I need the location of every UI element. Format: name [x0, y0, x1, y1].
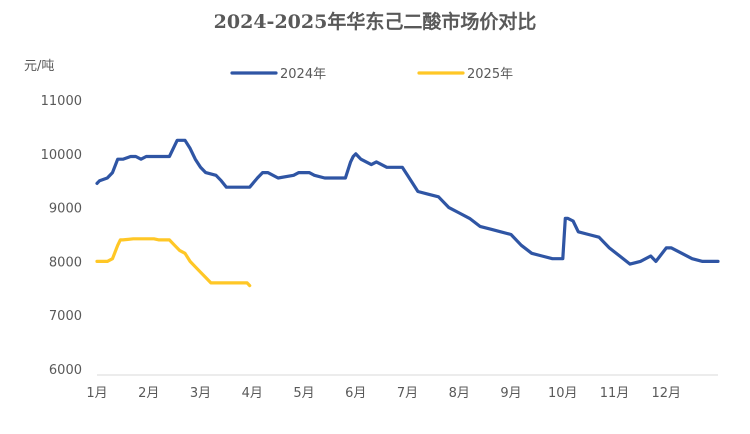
x-tick-label: 5月	[293, 386, 314, 401]
y-tick-label: 8000	[49, 255, 82, 270]
x-tick-label: 4月	[242, 386, 263, 401]
series-line-1	[95, 138, 720, 266]
x-tick-label: 3月	[190, 386, 211, 401]
x-tick-label: 8月	[449, 386, 470, 401]
y-axis-unit-label: 元/吨	[24, 59, 54, 74]
chart-title: 2024-2025年华东己二酸市场价对比	[214, 10, 537, 33]
x-tick-label: 12月	[651, 386, 681, 401]
y-tick-label: 11000	[41, 94, 82, 109]
x-tick-label: 9月	[500, 386, 521, 401]
legend-label-1: 2024年	[280, 67, 326, 82]
x-tick-label: 10月	[548, 386, 578, 401]
x-tick-label: 11月	[600, 386, 630, 401]
x-tick-label: 2月	[138, 386, 159, 401]
legend: 2024年 2025年	[230, 67, 513, 82]
x-tick-label: 6月	[345, 386, 366, 401]
x-axis-ticks: 1月 2月 3月 4月 5月 6月 7月 8月 9月 10月 11月 12月	[86, 386, 681, 401]
y-tick-label: 7000	[49, 309, 82, 324]
y-tick-label: 9000	[49, 202, 82, 217]
y-tick-label: 10000	[41, 148, 82, 163]
x-tick-label: 1月	[86, 386, 107, 401]
x-tick-label: 7月	[397, 386, 418, 401]
series-line-2	[95, 237, 252, 288]
y-axis-ticks: 6000 7000 8000 9000 10000 11000	[41, 94, 82, 378]
legend-label-2: 2025年	[467, 67, 513, 82]
series-layer	[95, 138, 720, 288]
y-tick-label: 6000	[49, 363, 82, 378]
